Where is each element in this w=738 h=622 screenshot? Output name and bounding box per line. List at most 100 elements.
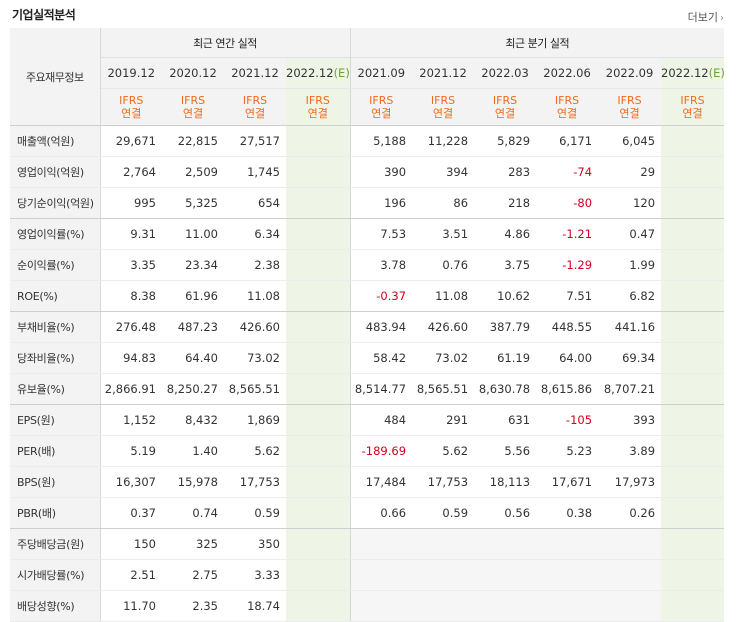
accounting-type-header: IFRS 연결 (474, 88, 537, 126)
period-header: 2020.12 (162, 57, 224, 89)
value-cell (286, 435, 351, 467)
period-header: 2019.12 (100, 57, 162, 89)
row-label: 주당배당금(원) (10, 528, 101, 560)
value-cell: 29 (598, 156, 662, 188)
table-row: ROE(%) 8.38 61.96 11.08 -0.37 11.08 10.62 7.51 6… (10, 280, 725, 312)
value-cell (661, 280, 725, 312)
value-cell: 6,045 (598, 125, 662, 157)
accounting-type-header: IFRS 연결 (661, 88, 725, 126)
consolidation-type: 연결 (121, 107, 142, 120)
value-cell (286, 156, 351, 188)
value-cell (286, 559, 351, 591)
table-row: 당기순이익(억원) 995 5,325 654 196 86 218 -80 120 (10, 187, 725, 219)
value-cell: 10.62 (474, 280, 537, 312)
value-cell (661, 373, 725, 405)
value-cell: -189.69 (350, 435, 413, 467)
value-cell (536, 528, 599, 560)
annual-group-header: 최근 연간 실적 (100, 28, 351, 58)
row-label: 순이익률(%) (10, 249, 101, 281)
value-cell (661, 342, 725, 374)
value-cell: 8,432 (162, 404, 224, 436)
value-cell: -74 (536, 156, 599, 188)
row-label: 유보율(%) (10, 373, 101, 405)
value-cell: 3.51 (412, 218, 475, 250)
value-cell: 3.33 (224, 559, 286, 591)
value-cell: 29,671 (100, 125, 162, 157)
value-cell: -80 (536, 187, 599, 219)
value-cell: 9.31 (100, 218, 162, 250)
value-cell (412, 559, 475, 591)
value-cell: 291 (412, 404, 475, 436)
value-cell: 11,228 (412, 125, 475, 157)
period-label: 2021.12 (419, 66, 467, 80)
value-cell (598, 528, 662, 560)
value-cell: 5.19 (100, 435, 162, 467)
value-cell: 3.75 (474, 249, 537, 281)
value-cell: 2,509 (162, 156, 224, 188)
row-label: 영업이익률(%) (10, 218, 101, 250)
accounting-standard: IFRS (180, 94, 206, 107)
value-cell: 3.89 (598, 435, 662, 467)
more-link-label: 더보기 (687, 11, 718, 24)
table-row: 부채비율(%) 276.48 487.23 426.60 483.94 426.60 387… (10, 311, 725, 343)
value-cell: 654 (224, 187, 286, 219)
value-cell: 5.56 (474, 435, 537, 467)
consolidation-type: 연결 (556, 107, 578, 120)
consolidation-type: 연결 (371, 107, 392, 120)
accounting-standard: IFRS (680, 94, 705, 107)
period-label: 2022.06 (543, 66, 591, 80)
value-cell (286, 497, 351, 529)
quarter-group-header: 최근 분기 실적 (350, 28, 725, 58)
value-cell: 6,171 (536, 125, 599, 157)
value-cell: 18,113 (474, 466, 537, 498)
value-cell: 631 (474, 404, 537, 436)
value-cell (286, 187, 351, 219)
value-cell: 6.34 (224, 218, 286, 250)
value-cell: 426.60 (224, 311, 286, 343)
consolidation-type: 연결 (619, 107, 640, 120)
value-cell: 2,866.91 (100, 373, 162, 405)
value-cell: 27,517 (224, 125, 286, 157)
period-label: 2019.12 (107, 66, 156, 80)
value-cell (350, 590, 413, 622)
value-cell (286, 373, 351, 405)
period-label: 2021.09 (357, 66, 406, 80)
value-cell (286, 311, 351, 343)
value-cell: 8,565.51 (224, 373, 286, 405)
value-cell: 5.23 (536, 435, 599, 467)
accounting-standard: IFRS (617, 94, 642, 107)
more-link[interactable]: 더보기 › (688, 9, 724, 25)
value-cell: 0.76 (412, 249, 475, 281)
value-cell: 11.08 (412, 280, 475, 312)
value-cell: 7.53 (350, 218, 413, 250)
consolidation-type: 연결 (494, 107, 516, 120)
value-cell: 0.66 (350, 497, 413, 529)
value-cell: 2.75 (162, 559, 224, 591)
value-cell: 483.94 (350, 311, 413, 343)
value-cell: 94.83 (100, 342, 162, 374)
table-row: 매출액(억원) 29,671 22,815 27,517 5,188 11,228 5,82… (10, 125, 725, 157)
value-cell (661, 435, 725, 467)
value-cell: 995 (100, 187, 162, 219)
table-row: 영업이익률(%) 9.31 11.00 6.34 7.53 3.51 4.86 -1.21 0.… (10, 218, 725, 250)
value-cell: 86 (412, 187, 475, 219)
row-label: PBR(배) (10, 497, 101, 529)
period-label: 2022.09 (605, 66, 654, 80)
value-cell: 23.34 (162, 249, 224, 281)
value-cell: -105 (536, 404, 599, 436)
value-cell (661, 528, 725, 560)
value-cell: 1,869 (224, 404, 286, 436)
value-cell: 350 (224, 528, 286, 560)
value-cell: 3.78 (350, 249, 413, 281)
value-cell: 5.62 (224, 435, 286, 467)
accounting-standard: IFRS (305, 94, 330, 107)
table-row: EPS(원) 1,152 8,432 1,869 484 291 631 -105 393 (10, 404, 725, 436)
value-cell: 120 (598, 187, 662, 219)
value-cell: 448.55 (536, 311, 599, 343)
value-cell: 5,325 (162, 187, 224, 219)
consolidation-type: 연결 (244, 107, 266, 120)
consolidation-type: 연결 (182, 107, 204, 120)
value-cell (350, 559, 413, 591)
value-cell (412, 528, 475, 560)
value-cell: 441.16 (598, 311, 662, 343)
